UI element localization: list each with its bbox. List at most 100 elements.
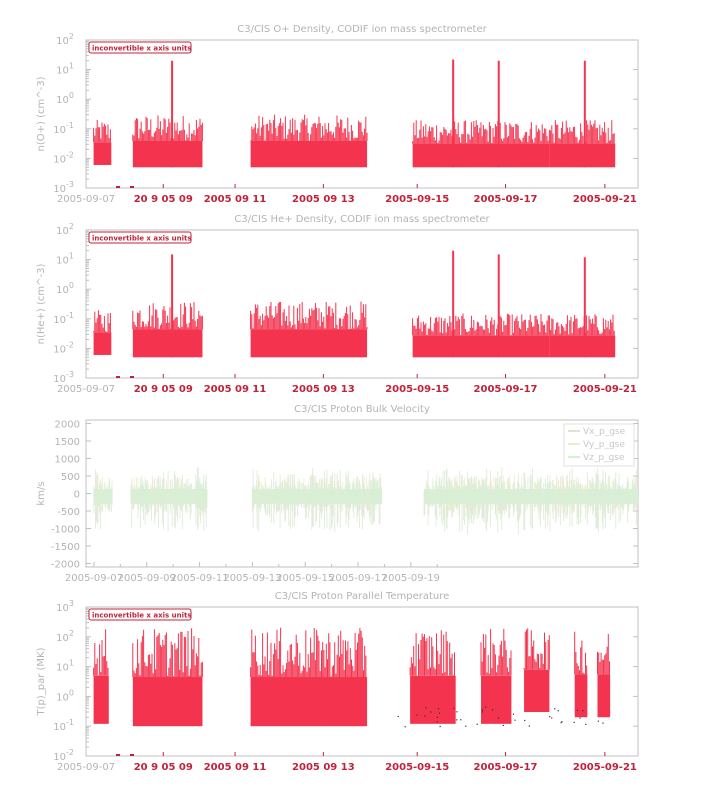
data-block-5 — [409, 630, 456, 724]
data-band — [412, 335, 550, 358]
data-band — [321, 677, 368, 727]
data-block-4 — [412, 120, 550, 168]
data-block-8 — [574, 631, 588, 718]
x-tick-label: 2005 09 11 — [204, 762, 267, 773]
badge-box — [88, 608, 192, 621]
legend-label: Vx_p_gse — [583, 427, 626, 437]
outlier-point — [573, 721, 575, 723]
badge-label: inconvertible x axis units — [92, 235, 192, 243]
x-tick-label: 2005-09-17 — [329, 573, 387, 584]
outlier-point — [579, 717, 581, 719]
badge-box — [88, 231, 192, 244]
data-band — [524, 669, 550, 712]
data-block-9 — [597, 633, 611, 718]
y-tick-label: 101 — [56, 62, 74, 77]
data-band — [93, 142, 112, 165]
y-tick-label: 103 — [56, 599, 74, 614]
data-band — [93, 675, 109, 724]
badge-label: inconvertible x axis units — [92, 45, 192, 53]
x-tick-label: 2005-09-07 — [57, 384, 115, 395]
y-tick-label: 10-3 — [53, 370, 74, 385]
outlier-point — [481, 709, 483, 711]
series-core — [93, 489, 113, 504]
data-block-7 — [523, 628, 550, 712]
outlier-point — [514, 719, 516, 721]
outlier-point — [576, 709, 579, 711]
legend: Vx_p_gse Vy_p_gse Vz_p_gse — [563, 423, 635, 467]
x-tick-label: 2005-09-21 — [573, 194, 637, 205]
outlier-point — [465, 725, 467, 727]
data-band — [597, 674, 611, 718]
y-tick-label: 1000 — [55, 455, 80, 466]
x-tick-label: 2005 09 13 — [292, 384, 355, 395]
outlier-point — [456, 711, 458, 713]
plot-frame — [85, 606, 639, 757]
plot-area — [93, 467, 638, 535]
data-band — [481, 675, 512, 724]
outlier-point — [481, 711, 483, 713]
y-axis-label: n(O+) (cm^-3) — [36, 76, 47, 151]
y-tick-label: 10-1 — [53, 121, 74, 136]
data-trace — [412, 313, 549, 336]
y-tick-label: 102 — [56, 222, 74, 237]
outlier-point — [425, 707, 427, 709]
x-tick-label: 2005-09-15 — [385, 762, 449, 773]
data-trace — [597, 633, 610, 675]
data-block-3 — [250, 301, 368, 358]
x-tick-label: 20 9 05 09 — [134, 194, 193, 205]
x-tick-label: 2005-09-09 — [118, 573, 176, 584]
y-tick-label: -500 — [57, 507, 80, 518]
y-tick-label: 10-1 — [53, 718, 74, 733]
x-tick-label: 2005-09-15 — [385, 384, 449, 395]
y-axis-label: T(p)_par (MK) — [36, 647, 47, 716]
chart-panel-4: C3/CIS Proton Parallel Temperature T(p)_p… — [36, 591, 639, 773]
x-tick-label: 2005-09-17 — [474, 762, 538, 773]
y-tick-label: 102 — [56, 629, 74, 644]
badge-box — [88, 41, 192, 54]
y-tick-label: 10-2 — [53, 340, 74, 355]
outlier-point — [430, 711, 432, 713]
data-block-2 — [132, 628, 203, 727]
outlier-point — [557, 710, 559, 712]
outlier-point — [549, 716, 551, 718]
y-tick-label: 0 — [74, 490, 80, 501]
outlier-point — [436, 721, 438, 723]
data-trace — [93, 310, 111, 333]
outlier-point — [416, 714, 418, 716]
y-tick-label: 100 — [56, 281, 74, 296]
units-badge: inconvertible x axis units — [88, 608, 192, 621]
data-band — [410, 675, 456, 724]
outlier-point — [602, 722, 604, 724]
outlier-point — [436, 716, 438, 718]
data-trace — [132, 302, 203, 330]
data-block-1 — [93, 120, 112, 165]
outlier-point — [438, 712, 441, 714]
x-tick-label: 2005-09-11 — [171, 573, 229, 584]
x-tick-label: 2005 09 11 — [204, 384, 267, 395]
outlier-point — [456, 719, 458, 721]
outlier-point — [582, 710, 584, 712]
outlier-point — [560, 721, 562, 724]
outlier-point — [528, 725, 530, 727]
outlier-point — [512, 713, 515, 715]
y-tick-label: 10-2 — [53, 748, 74, 763]
data-trace — [93, 629, 109, 676]
data-block-5 — [548, 120, 616, 168]
y-tick-label: 10-3 — [53, 180, 74, 195]
data-band — [250, 329, 368, 358]
badge-label: inconvertible x axis units — [92, 612, 192, 620]
data-trace — [132, 115, 203, 141]
legend-label: Vz_p_gse — [583, 453, 625, 463]
data-band — [250, 677, 322, 727]
outlier-point — [551, 717, 553, 719]
x-tick-label: 2005-09-15 — [276, 573, 334, 584]
y-tick-label: 101 — [56, 659, 74, 674]
x-tick-label: 2005-09-19 — [382, 573, 440, 584]
chart-title: C3/CIS He+ Density, CODIF ion mass spect… — [234, 214, 490, 225]
data-band — [132, 140, 203, 168]
outlier-point — [404, 726, 406, 728]
data-block-5 — [548, 314, 616, 358]
y-tick-label: 2000 — [55, 420, 80, 431]
outlier-point — [502, 724, 504, 727]
